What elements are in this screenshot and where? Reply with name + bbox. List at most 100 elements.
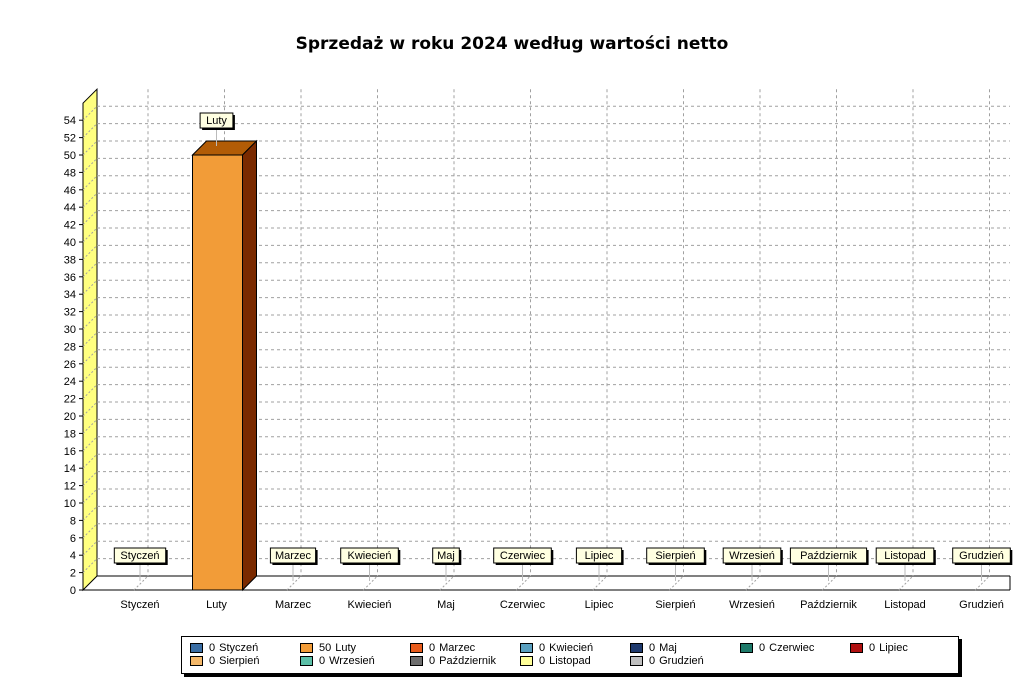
y-tick-label: 34 xyxy=(64,289,76,301)
chart-title: Sprzedaż w roku 2024 według wartości net… xyxy=(295,34,729,54)
gridline-floor xyxy=(439,575,455,591)
bar-1 xyxy=(192,154,243,591)
legend-item: 0 Listopad xyxy=(520,654,591,667)
x-tick-label: Grudzień xyxy=(959,599,1004,611)
legend-label: Marzec xyxy=(439,641,476,654)
y-tick-label: 18 xyxy=(64,428,76,440)
data-label-box xyxy=(340,547,399,564)
legend-swatch xyxy=(410,642,423,653)
legend-value: 0 xyxy=(649,654,656,667)
legend-item: 0 Październik xyxy=(410,654,496,667)
data-label: Grudzień xyxy=(959,550,1004,562)
y-tick-label: 52 xyxy=(64,133,76,145)
legend-item: 0 Lipiec xyxy=(850,641,908,654)
y-tick-label: 22 xyxy=(64,394,76,406)
gridline-wall xyxy=(82,227,98,243)
legend-label: Styczeń xyxy=(219,641,259,654)
y-tick-label: 36 xyxy=(64,272,76,284)
legend-swatch xyxy=(630,642,643,653)
gridline-wall xyxy=(82,506,98,521)
legend-swatch xyxy=(300,642,313,653)
gridline-wall xyxy=(82,262,98,278)
legend-value: 0 xyxy=(429,654,436,667)
y-tick-label: 6 xyxy=(70,533,76,545)
legend-item: 0 Sierpień xyxy=(190,654,259,667)
legend-label: Maj xyxy=(659,641,677,654)
gridline-floor xyxy=(592,575,608,591)
x-tick-label: Maj xyxy=(437,599,455,611)
gridline-wall xyxy=(82,436,98,452)
y-tick-label: 42 xyxy=(64,220,76,232)
gridline-floor xyxy=(745,575,761,591)
legend-item: 0 Wrzesień xyxy=(300,654,375,667)
legend-label: Grudzień xyxy=(659,654,704,667)
bar-chart: 0246810121416182022242628303234363840424… xyxy=(64,87,1013,611)
data-label-box xyxy=(952,547,1011,564)
legend-swatch xyxy=(300,655,313,666)
x-tick-label: Czerwiec xyxy=(500,599,546,611)
gridline-wall xyxy=(82,314,98,330)
gridline-wall xyxy=(82,123,98,138)
legend-swatch xyxy=(190,655,203,666)
data-label-box xyxy=(789,547,868,564)
legend-value: 0 xyxy=(869,641,876,654)
gridline-wall xyxy=(82,419,98,434)
y-tick-label: 10 xyxy=(64,498,76,510)
x-tick-label: Kwiecień xyxy=(347,599,391,611)
x-tick-label: Marzec xyxy=(275,599,312,611)
data-label: Sierpień xyxy=(655,550,695,562)
legend-value: 0 xyxy=(319,654,326,667)
gridline-wall xyxy=(82,471,98,486)
legend-item: 0 Czerwiec xyxy=(740,641,814,654)
x-tick-label: Październik xyxy=(800,599,857,611)
y-tick-label: 20 xyxy=(64,411,76,423)
y-tick-label: 0 xyxy=(70,585,76,597)
data-label: Październik xyxy=(800,550,857,562)
legend-value: 0 xyxy=(759,641,766,654)
data-label-box xyxy=(646,547,705,564)
data-label: Listopad xyxy=(884,550,926,562)
y-tick-label: 46 xyxy=(64,185,76,197)
y-tick-label: 50 xyxy=(64,150,76,162)
x-tick-label: Wrzesień xyxy=(729,599,775,611)
data-label-box xyxy=(269,547,317,564)
gridline-wall xyxy=(82,245,98,260)
y-tick-label: 54 xyxy=(64,115,76,127)
gridline-wall xyxy=(82,140,98,156)
data-label-box xyxy=(432,547,460,564)
legend-swatch xyxy=(410,655,423,666)
gridline-floor xyxy=(822,575,837,591)
y-tick-label: 4 xyxy=(70,550,76,562)
legend-swatch xyxy=(520,655,533,666)
legend-item: 50 Luty xyxy=(300,641,356,654)
legend-swatch xyxy=(850,642,863,653)
y-tick-label: 14 xyxy=(64,463,76,475)
gridline-wall xyxy=(82,558,98,573)
data-label-box xyxy=(199,112,234,129)
y-tick-label: 40 xyxy=(64,237,76,249)
gridline-wall xyxy=(82,332,98,347)
gridline-wall xyxy=(82,105,98,121)
gridline-wall xyxy=(82,175,98,191)
legend-label: Kwiecień xyxy=(549,641,594,654)
legend-item: 0 Marzec xyxy=(410,641,475,654)
legend-label: Czerwiec xyxy=(769,641,815,654)
y-tick-label: 30 xyxy=(64,324,76,336)
gridline-wall xyxy=(82,349,98,365)
legend-value: 50 xyxy=(319,641,332,654)
gridline-wall xyxy=(82,488,98,504)
data-label: Kwiecień xyxy=(347,550,391,562)
bar-side-1 xyxy=(242,139,257,592)
data-label-box xyxy=(722,547,782,564)
x-tick-label: Listopad xyxy=(884,599,926,611)
gridline-wall xyxy=(82,401,98,417)
y-tick-label: 8 xyxy=(70,515,76,527)
data-label-box xyxy=(575,547,623,564)
gridline-floor xyxy=(669,575,684,591)
legend-label: Wrzesień xyxy=(329,654,375,667)
gridline-wall xyxy=(82,192,98,208)
legend-swatch xyxy=(630,655,643,666)
y-tick-label: 32 xyxy=(64,307,76,319)
gridline-wall xyxy=(82,366,98,382)
data-label: Styczeń xyxy=(120,550,159,562)
